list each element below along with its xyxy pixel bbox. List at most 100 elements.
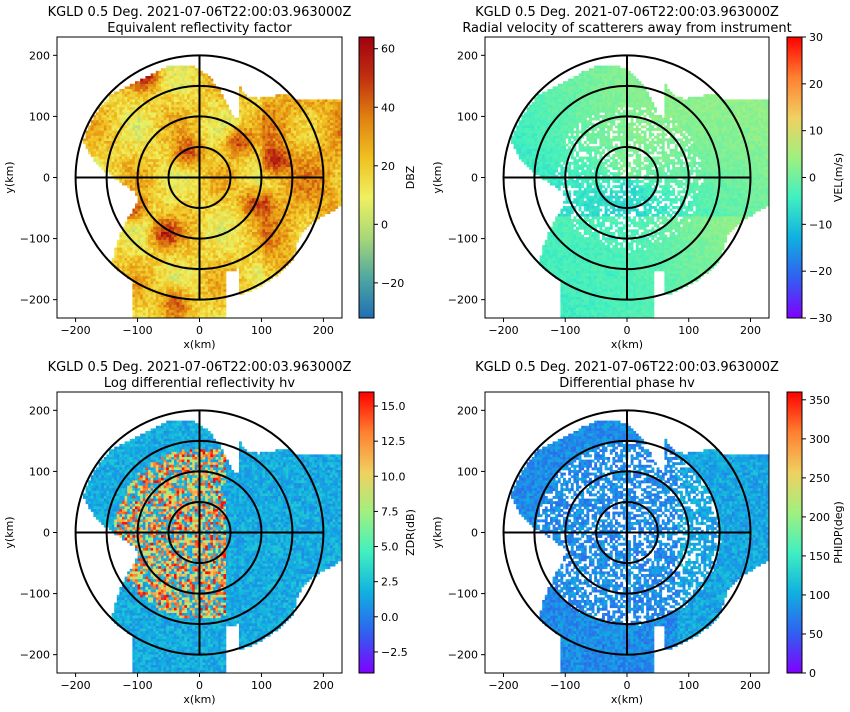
y-tick-label: −100: [20, 588, 50, 601]
y-axis-label: y(km): [431, 161, 444, 193]
colorbar-tick-label: 12.5: [381, 435, 406, 448]
colorbar-tick-label: 20: [809, 78, 823, 91]
x-tick-label: 0: [196, 324, 203, 337]
x-axis-label: x(km): [183, 338, 215, 351]
radar-field-image: [511, 65, 769, 318]
colorbar-tick-label: 10: [809, 125, 823, 138]
chart-subtitle: Log differential reflectivity hv: [104, 376, 295, 391]
colorbar: [358, 36, 375, 319]
y-tick-label: −200: [448, 294, 478, 307]
chart-panel-2: −200 −100 0 100 2002001000−100−200x(km)y(km)…: [431, 5, 845, 351]
x-tick-label: −100: [550, 679, 580, 692]
radar-field-image: [83, 65, 342, 318]
colorbar-tick-label: 50: [809, 628, 823, 641]
y-tick-label: −100: [448, 588, 478, 601]
colorbar-tick-label: 0: [809, 172, 816, 185]
colorbar-tick-label: 150: [809, 550, 830, 563]
x-tick-label: 100: [251, 324, 272, 337]
colorbar-tick-label: 200: [809, 511, 830, 524]
colorbar-tick-label: 0.0: [381, 611, 399, 624]
y-tick-label: 0: [471, 527, 478, 540]
chart-title: KGLD 0.5 Deg. 2021-07-06T22:00:03.963000…: [48, 5, 352, 20]
chart-subtitle: Differential phase hv: [559, 376, 695, 391]
chart-panel-4: −200 −100 0 100 200 200 100 0 −100 −200 x(km) y(km)…: [431, 360, 845, 706]
x-tick-label: 100: [678, 679, 699, 692]
colorbar-tick-label: 350: [809, 394, 830, 407]
radar-field-image: [511, 420, 769, 673]
colorbar-tick-label: 100: [809, 589, 830, 602]
colorbar-tick-label: 15.0: [381, 400, 406, 413]
x-tick-label: −200: [60, 324, 90, 337]
y-tick-label: 0: [43, 172, 50, 185]
y-axis-label: y(km): [3, 516, 16, 548]
y-tick-label: 100: [29, 110, 50, 123]
colorbar-label: VEL(m/s): [832, 153, 845, 202]
y-tick-label: −200: [20, 649, 50, 662]
y-tick-label: 100: [457, 465, 478, 478]
range-rings: [502, 54, 752, 301]
colorbar-tick-label: −10: [809, 218, 832, 231]
x-tick-label: −200: [488, 324, 518, 337]
y-tick-label: −100: [448, 233, 478, 246]
colorbar: [786, 391, 803, 674]
colorbar-tick-label: 40: [381, 101, 395, 114]
x-tick-label: 200: [740, 324, 761, 337]
colorbar-tick-label: 5.0: [381, 541, 399, 554]
chart-subtitle: Equivalent reflectivity factor: [107, 21, 292, 36]
x-tick-label: −200: [60, 679, 90, 692]
colorbar-tick-label: 30: [809, 31, 823, 44]
chart-title: KGLD 0.5 Deg. 2021-07-06T22:00:03.963000…: [48, 360, 352, 375]
colorbar-label: PHIDP(deg): [832, 501, 845, 564]
y-axis-label: y(km): [431, 516, 444, 548]
x-tick-label: 100: [251, 679, 272, 692]
chart-subtitle: Radial velocity of scatterers away from …: [462, 21, 791, 36]
x-tick-label: 0: [624, 324, 631, 337]
chart-title: KGLD 0.5 Deg. 2021-07-06T22:00:03.963000…: [475, 360, 779, 375]
colorbar-tick-label: −20: [381, 277, 404, 290]
colorbar-tick-label: 2.5: [381, 576, 399, 589]
colorbar-tick-label: 60: [381, 43, 395, 56]
x-tick-label: 100: [678, 324, 699, 337]
x-tick-label: 0: [196, 679, 203, 692]
chart-title: KGLD 0.5 Deg. 2021-07-06T22:00:03.963000…: [475, 5, 779, 20]
colorbar-tick-label: 0: [809, 667, 816, 680]
colorbar: [358, 391, 375, 674]
x-tick-label: 200: [313, 679, 334, 692]
y-tick-label: 200: [457, 404, 478, 417]
colorbar: [786, 36, 803, 319]
x-axis-label: x(km): [611, 693, 643, 706]
y-tick-label: 200: [29, 49, 50, 62]
colorbar-tick-label: −20: [809, 265, 832, 278]
range-rings: [74, 54, 325, 301]
x-tick-label: −100: [122, 324, 152, 337]
colorbar-tick-label: −2.5: [381, 646, 408, 659]
y-tick-label: 100: [457, 110, 478, 123]
y-axis-label: y(km): [3, 161, 16, 193]
x-tick-label: −100: [550, 324, 580, 337]
x-tick-label: 200: [313, 324, 334, 337]
y-tick-label: 200: [457, 49, 478, 62]
x-tick-label: 0: [624, 679, 631, 692]
colorbar-tick-label: 10.0: [381, 470, 406, 483]
y-tick-label: 100: [29, 465, 50, 478]
x-tick-label: −200: [488, 679, 518, 692]
colorbar-tick-label: 7.5: [381, 505, 399, 518]
y-tick-label: −200: [448, 649, 478, 662]
colorbar-label: ZDR(dB): [404, 509, 417, 556]
x-axis-label: x(km): [611, 338, 643, 351]
x-tick-label: 200: [740, 679, 761, 692]
colorbar-tick-label: 20: [381, 160, 395, 173]
range-rings: [502, 409, 752, 656]
colorbar-tick-label: 0: [381, 218, 388, 231]
y-tick-label: 0: [471, 172, 478, 185]
colorbar-tick-label: 300: [809, 433, 830, 446]
x-axis-label: x(km): [183, 693, 215, 706]
x-tick-label: −100: [122, 679, 152, 692]
y-tick-label: −100: [20, 233, 50, 246]
colorbar-tick-label: 250: [809, 472, 830, 485]
y-tick-label: 200: [29, 404, 50, 417]
chart-panel-3: −200 −100 0 100 200 200 100 0 −100 −200 x(km) y(km)…: [3, 360, 417, 706]
range-rings: [74, 409, 325, 656]
colorbar-tick-label: −30: [809, 312, 832, 325]
